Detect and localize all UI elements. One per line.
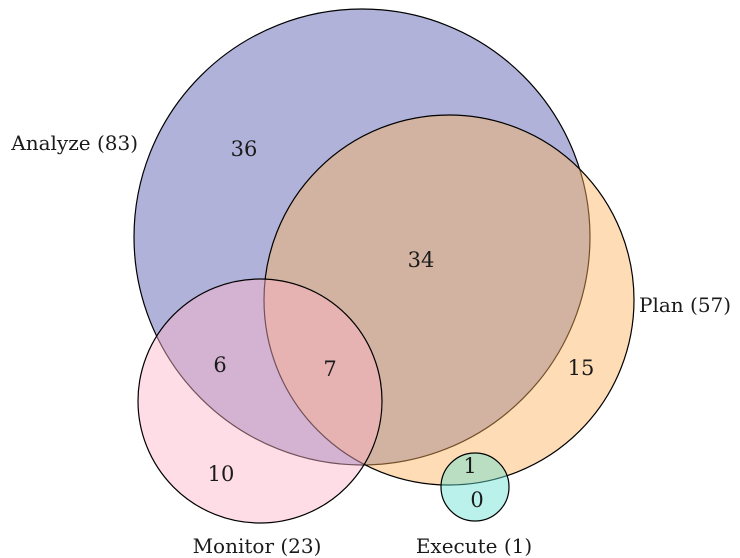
region-value-execute-only: 0 (470, 488, 483, 512)
set-label-analyze: Analyze (83) (10, 131, 138, 155)
set-circle-plan (263, 114, 635, 486)
region-value-plan-execute: 1 (463, 454, 476, 478)
set-circle-analyze (133, 8, 591, 466)
set-label-monitor: Monitor (23) (193, 534, 322, 558)
region-value-analyze-plan: 34 (408, 248, 435, 272)
set-circle-monitor (137, 278, 383, 524)
set-label-plan: Plan (57) (639, 293, 731, 317)
region-value-analyze-only: 36 (231, 137, 258, 161)
set-label-execute: Execute (1) (416, 534, 532, 558)
region-value-plan-only: 15 (568, 356, 595, 380)
set-circle-execute (440, 452, 510, 522)
region-value-analyze-plan-monitor: 7 (323, 357, 336, 381)
region-value-monitor-only: 10 (208, 462, 235, 486)
region-value-analyze-monitor: 6 (213, 353, 226, 377)
